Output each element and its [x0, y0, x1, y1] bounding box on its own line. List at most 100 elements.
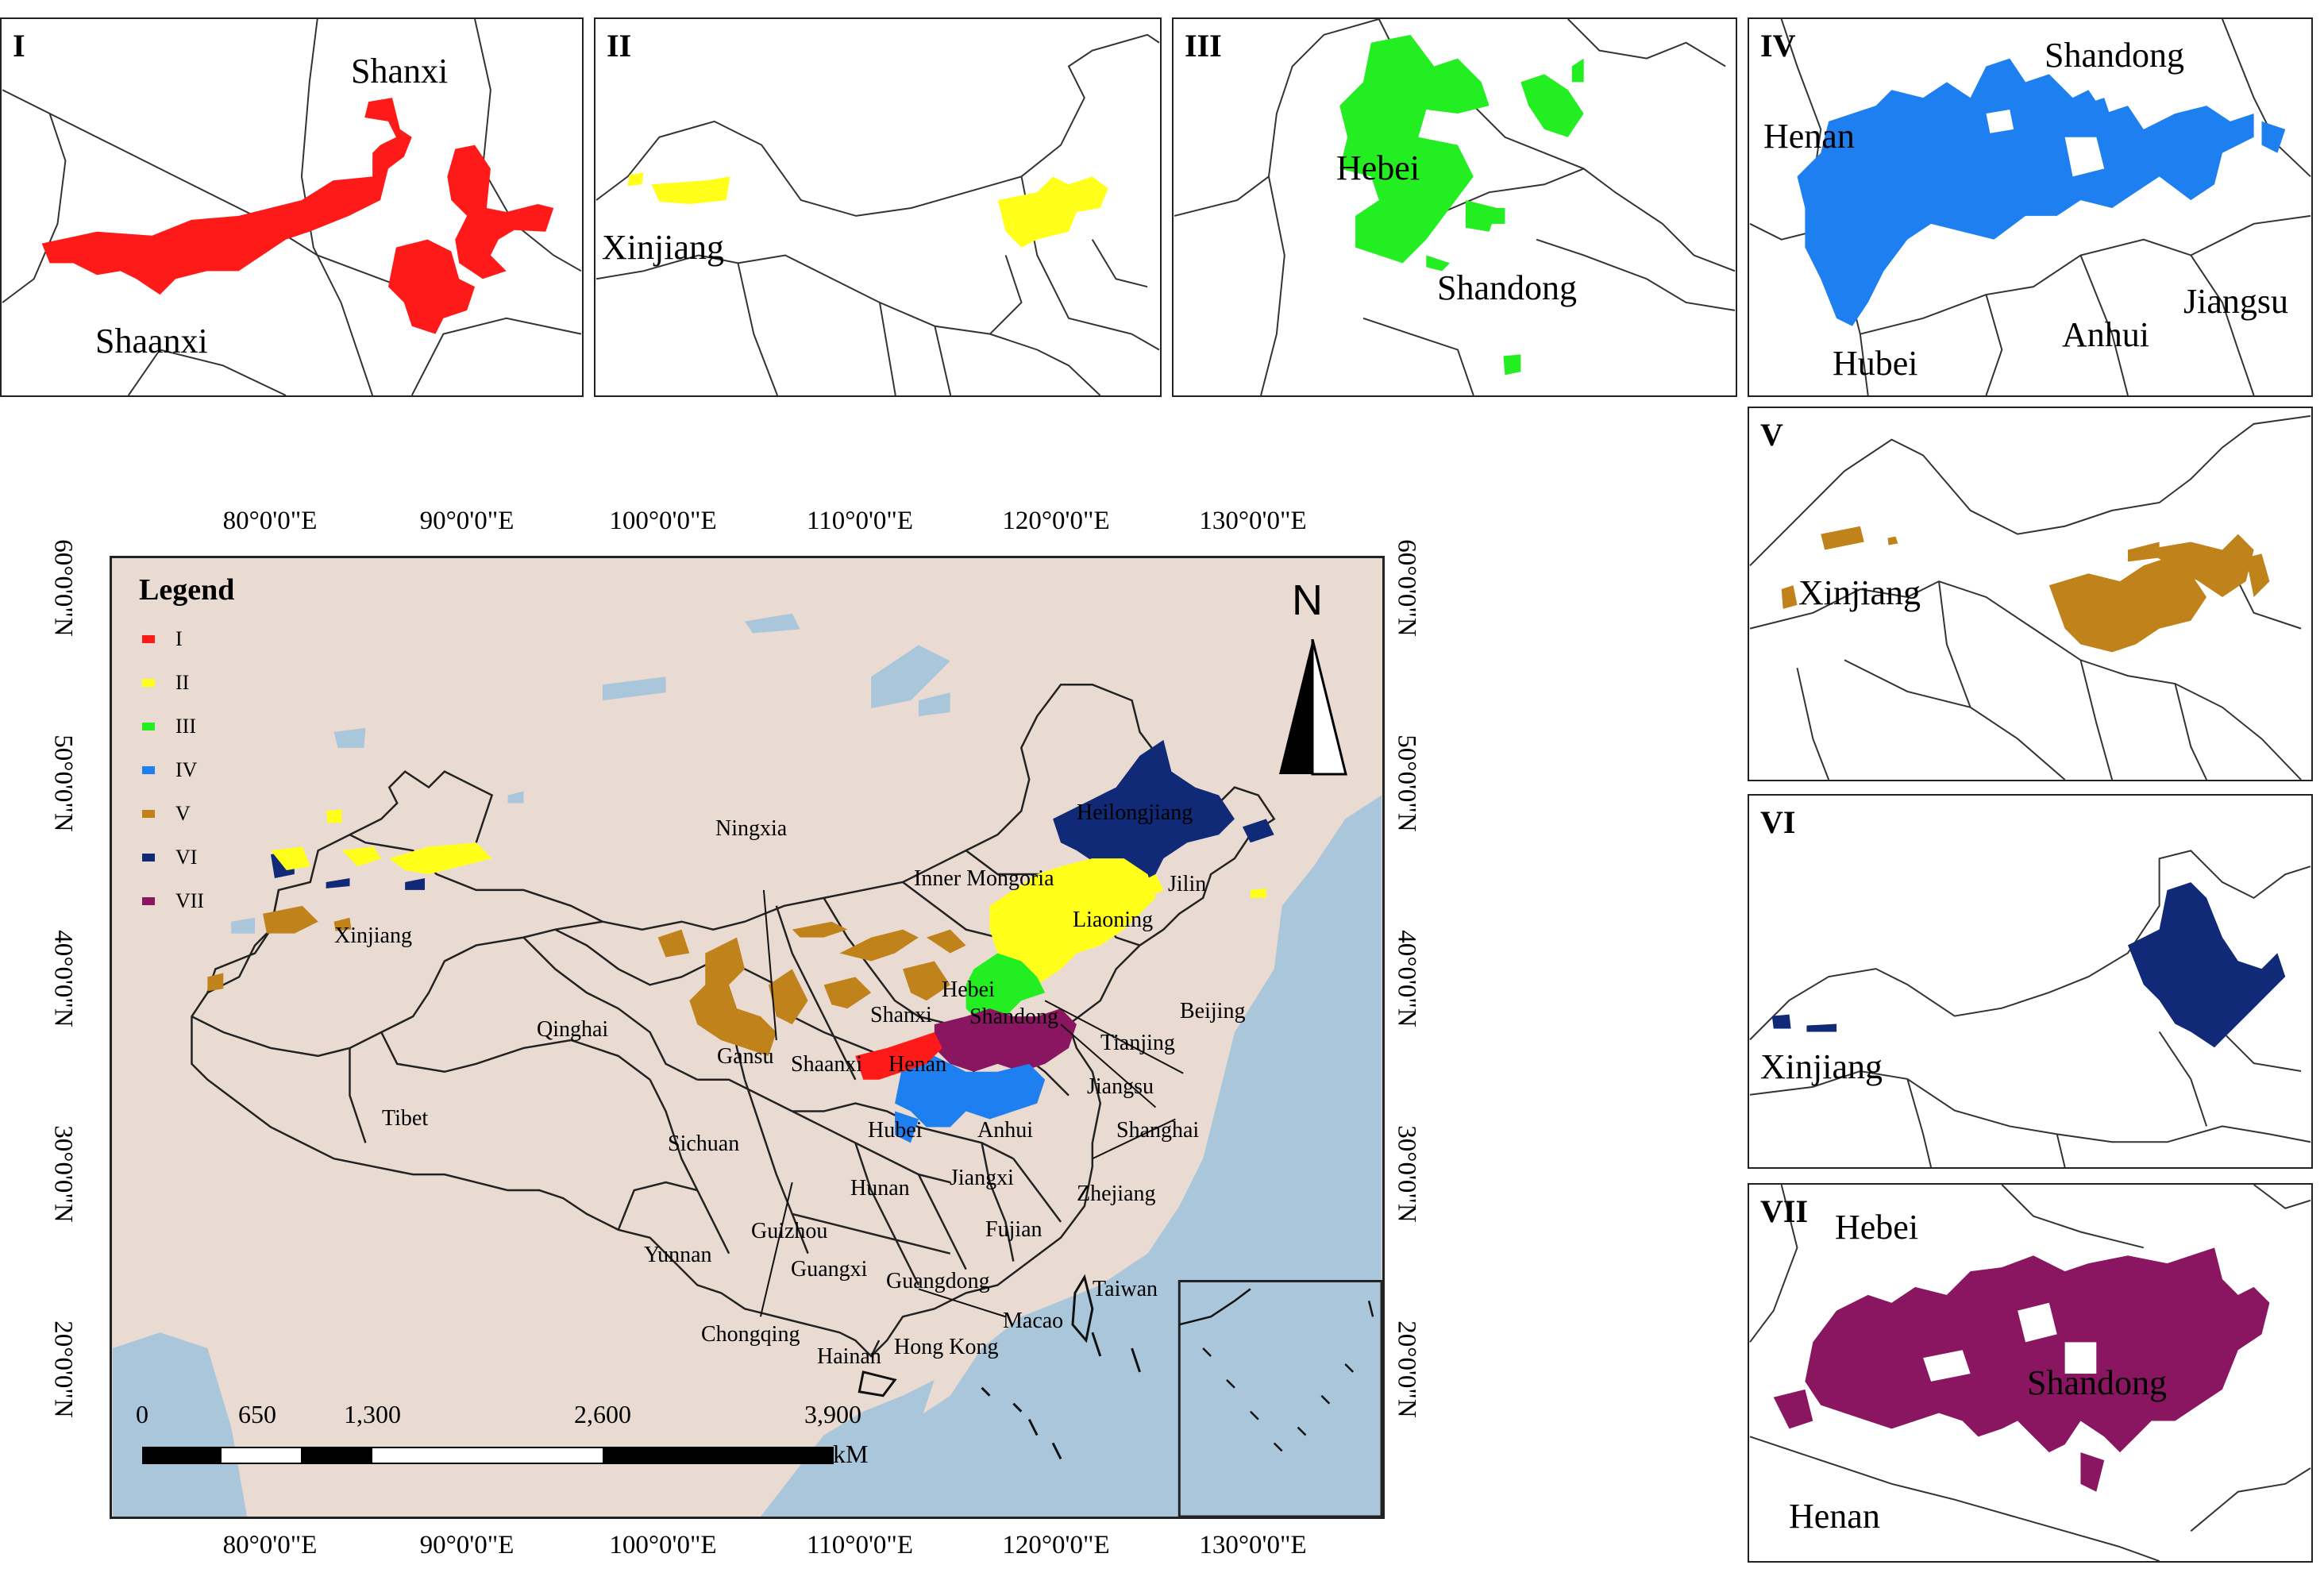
panel-II-map [595, 33, 1160, 395]
legend-item-II: II [139, 661, 234, 704]
legend-item-IV: IV [139, 748, 234, 792]
panel-IV-label-shandong: Shandong [2045, 36, 2184, 75]
lon-tick-bottom-80: 80°0'0"E [222, 1531, 318, 1559]
legend-swatch-VII [142, 896, 155, 905]
label-guangdong: Guangdong [886, 1269, 990, 1293]
panel-VII-label-hebei: Hebei [1835, 1208, 1919, 1247]
label-hubei: Hubei [868, 1118, 923, 1143]
label-anhui: Anhui [977, 1118, 1033, 1143]
legend-swatch-III [142, 722, 155, 730]
label-ningxia: Ningxia [715, 816, 788, 841]
panel-III-label-hebei: Hebei [1336, 148, 1420, 187]
label-jilin: Jilin [1168, 872, 1207, 896]
lat-tick-right-50: 50°0'0"N [1392, 734, 1421, 832]
legend-label-IV: IV [175, 757, 198, 781]
legend-swatch-II [142, 678, 155, 687]
inset-panel-III: III Hebei Shandong [1172, 17, 1737, 397]
label-macao: Macao [1003, 1309, 1064, 1333]
inset-panel-VI: VI Xinjiang [1748, 794, 2313, 1169]
panel-V-id: V [1760, 417, 1783, 453]
label-beijing: Beijing [1180, 999, 1246, 1023]
inset-panel-VII: VII Hebei Shandong Henan [1748, 1183, 2313, 1563]
label-henan: Henan [888, 1052, 947, 1077]
panel-VII-id: VII [1760, 1193, 1809, 1229]
scale-unit: kM [833, 1440, 869, 1468]
region-I [855, 1032, 942, 1080]
scale-label-3900: 3,900 [804, 1400, 861, 1428]
legend-title: Legend [139, 573, 235, 607]
legend-item-V: V [139, 792, 234, 835]
north-arrow: N [1279, 576, 1359, 776]
label-inner-mongoria: Inner Mongoria [914, 866, 1054, 891]
sea-area-west [112, 1332, 248, 1517]
panel-VI-map [1749, 850, 2311, 1167]
label-taiwan: Taiwan [1093, 1277, 1158, 1301]
label-hong-kong: Hong Kong [894, 1335, 999, 1359]
label-hunan: Hunan [850, 1176, 910, 1201]
legend-item-I: I [139, 617, 234, 661]
region-IV [895, 1055, 1046, 1143]
panel-IV-map [1749, 19, 2311, 395]
lon-tick-top-110: 110°0'0"E [806, 507, 914, 535]
legend-swatch-V [142, 809, 155, 818]
panel-I-label-shaanxi: Shaanxi [95, 322, 208, 360]
lat-tick-left-40: 40°0'0"N [48, 930, 78, 1027]
region-II [270, 809, 1266, 985]
label-yunnan: Yunnan [644, 1243, 712, 1267]
label-fujian: Fujian [985, 1217, 1043, 1242]
label-hebei: Hebei [942, 977, 995, 1002]
scale-bar: 0 650 1,300 2,600 3,900 kM [136, 1400, 868, 1495]
lon-tick-bottom-120: 120°0'0"E [1002, 1531, 1110, 1559]
legend-item-VII: VII [139, 879, 234, 923]
label-shandong: Shandong [969, 1004, 1058, 1029]
lon-tick-top-80: 80°0'0"E [222, 507, 318, 535]
legend: Legend I II III IV V VI VII [139, 572, 234, 923]
scale-label-0: 0 [136, 1400, 148, 1428]
main-map: Legend I II III IV V VI VII N Ningxia He… [110, 556, 1385, 1519]
main-map-base [112, 613, 1382, 1517]
panel-VII-label-henan: Henan [1789, 1497, 1880, 1536]
panel-VII-map [1749, 1185, 2311, 1561]
inset-panel-IV: IV Shandong Henan Jiangsu Anhui Hubei [1748, 17, 2313, 397]
lon-tick-bottom-130: 130°0'0"E [1199, 1531, 1307, 1559]
lon-tick-top-120: 120°0'0"E [1002, 507, 1110, 535]
panel-VI-label-xinjiang: Xinjiang [1760, 1047, 1883, 1086]
label-qinghai: Qinghai [537, 1017, 609, 1042]
legend-label-II: II [175, 670, 190, 694]
legend-label-VI: VI [175, 845, 198, 869]
panel-IV-label-henan: Henan [1763, 117, 1855, 156]
lon-tick-bottom-90: 90°0'0"E [419, 1531, 515, 1559]
label-guangxi: Guangxi [791, 1257, 868, 1282]
label-liaoning: Liaoning [1073, 908, 1154, 932]
label-sichuan: Sichuan [668, 1131, 740, 1156]
inset-panel-II: II Xinjiang [594, 17, 1162, 397]
legend-item-VI: VI [139, 835, 234, 879]
lat-tick-left-30: 30°0'0"N [48, 1125, 78, 1223]
label-zhejiang: Zhejiang [1077, 1181, 1156, 1206]
panel-IV-label-hubei: Hubei [1833, 344, 1918, 383]
panel-II-label-xinjiang: Xinjiang [602, 228, 724, 267]
panel-VI-id: VI [1760, 804, 1796, 840]
legend-label-III: III [175, 714, 196, 738]
label-tianjing: Tianjing [1100, 1031, 1175, 1055]
label-hainan: Hainan [817, 1344, 881, 1369]
scale-label-2600: 2,600 [574, 1400, 631, 1428]
panel-VII-label-shandong: Shandong [2027, 1363, 2167, 1402]
scale-bar-graphic [142, 1447, 834, 1464]
scale-label-1300: 1,300 [344, 1400, 401, 1428]
region-V [207, 905, 966, 1056]
region-III [965, 953, 1046, 1025]
sea-area-south [760, 1379, 935, 1517]
label-heilongjiang: Heilongjiang [1077, 800, 1193, 825]
label-jiangxi: Jiangxi [950, 1166, 1014, 1190]
label-gansu: Gansu [717, 1044, 774, 1069]
label-chongqing: Chongqing [701, 1322, 800, 1347]
panel-I-id: I [13, 28, 25, 64]
panel-IV-label-anhui: Anhui [2062, 315, 2149, 354]
panel-IV-id: IV [1760, 28, 1796, 64]
legend-swatch-I [142, 634, 155, 643]
label-xinjiang: Xinjiang [334, 923, 412, 948]
legend-label-VII: VII [175, 889, 205, 912]
panel-I-label-shanxi: Shanxi [351, 52, 449, 91]
lat-tick-right-30: 30°0'0"N [1392, 1125, 1421, 1223]
